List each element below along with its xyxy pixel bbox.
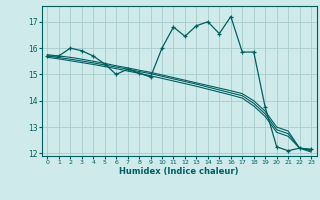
X-axis label: Humidex (Indice chaleur): Humidex (Indice chaleur) xyxy=(119,167,239,176)
